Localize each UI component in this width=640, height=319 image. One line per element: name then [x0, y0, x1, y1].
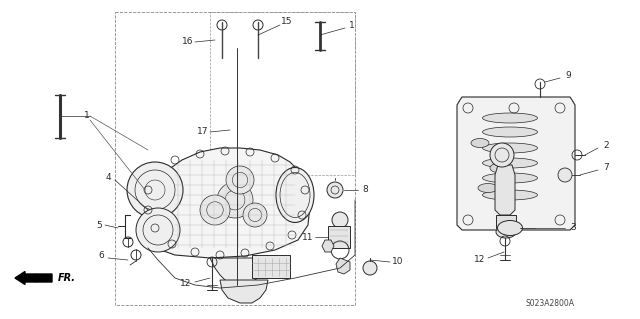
Circle shape [490, 143, 514, 167]
Polygon shape [336, 258, 350, 274]
Text: 6: 6 [98, 251, 104, 261]
Circle shape [136, 208, 180, 252]
Text: 12: 12 [180, 278, 192, 287]
Circle shape [226, 166, 254, 194]
Text: 8: 8 [362, 186, 368, 195]
Text: 5: 5 [96, 220, 102, 229]
Text: 10: 10 [392, 256, 404, 265]
Text: 4: 4 [105, 174, 111, 182]
Text: 3: 3 [570, 224, 576, 233]
Ellipse shape [483, 158, 538, 168]
Ellipse shape [483, 113, 538, 123]
Ellipse shape [471, 138, 489, 147]
Text: 1: 1 [84, 112, 90, 121]
Ellipse shape [478, 183, 498, 192]
Text: S023A2800A: S023A2800A [525, 299, 575, 308]
Ellipse shape [483, 127, 538, 137]
Ellipse shape [483, 190, 538, 200]
Polygon shape [145, 148, 310, 258]
Circle shape [332, 212, 348, 228]
Text: 15: 15 [281, 18, 292, 26]
Circle shape [243, 203, 267, 227]
Circle shape [127, 162, 183, 218]
Text: 7: 7 [603, 164, 609, 173]
Polygon shape [220, 280, 268, 303]
Text: 9: 9 [565, 71, 571, 80]
Circle shape [327, 182, 343, 198]
Text: 2: 2 [603, 142, 609, 151]
Text: 11: 11 [302, 233, 314, 241]
Ellipse shape [276, 167, 314, 222]
Polygon shape [252, 255, 290, 278]
Polygon shape [495, 165, 515, 215]
Ellipse shape [483, 173, 538, 183]
Ellipse shape [483, 143, 538, 153]
Ellipse shape [490, 164, 506, 173]
Polygon shape [457, 97, 575, 230]
Circle shape [200, 195, 230, 225]
FancyArrow shape [15, 271, 52, 285]
Text: 16: 16 [182, 38, 194, 47]
Text: 17: 17 [197, 128, 209, 137]
Ellipse shape [496, 226, 516, 238]
Polygon shape [328, 226, 350, 248]
Circle shape [217, 182, 253, 218]
Polygon shape [210, 258, 272, 283]
Text: 12: 12 [474, 255, 486, 263]
Polygon shape [496, 215, 516, 228]
Text: FR.: FR. [58, 273, 76, 283]
Circle shape [363, 261, 377, 275]
Circle shape [558, 168, 572, 182]
Ellipse shape [497, 220, 522, 235]
Text: 1: 1 [349, 20, 355, 29]
Polygon shape [322, 240, 334, 252]
